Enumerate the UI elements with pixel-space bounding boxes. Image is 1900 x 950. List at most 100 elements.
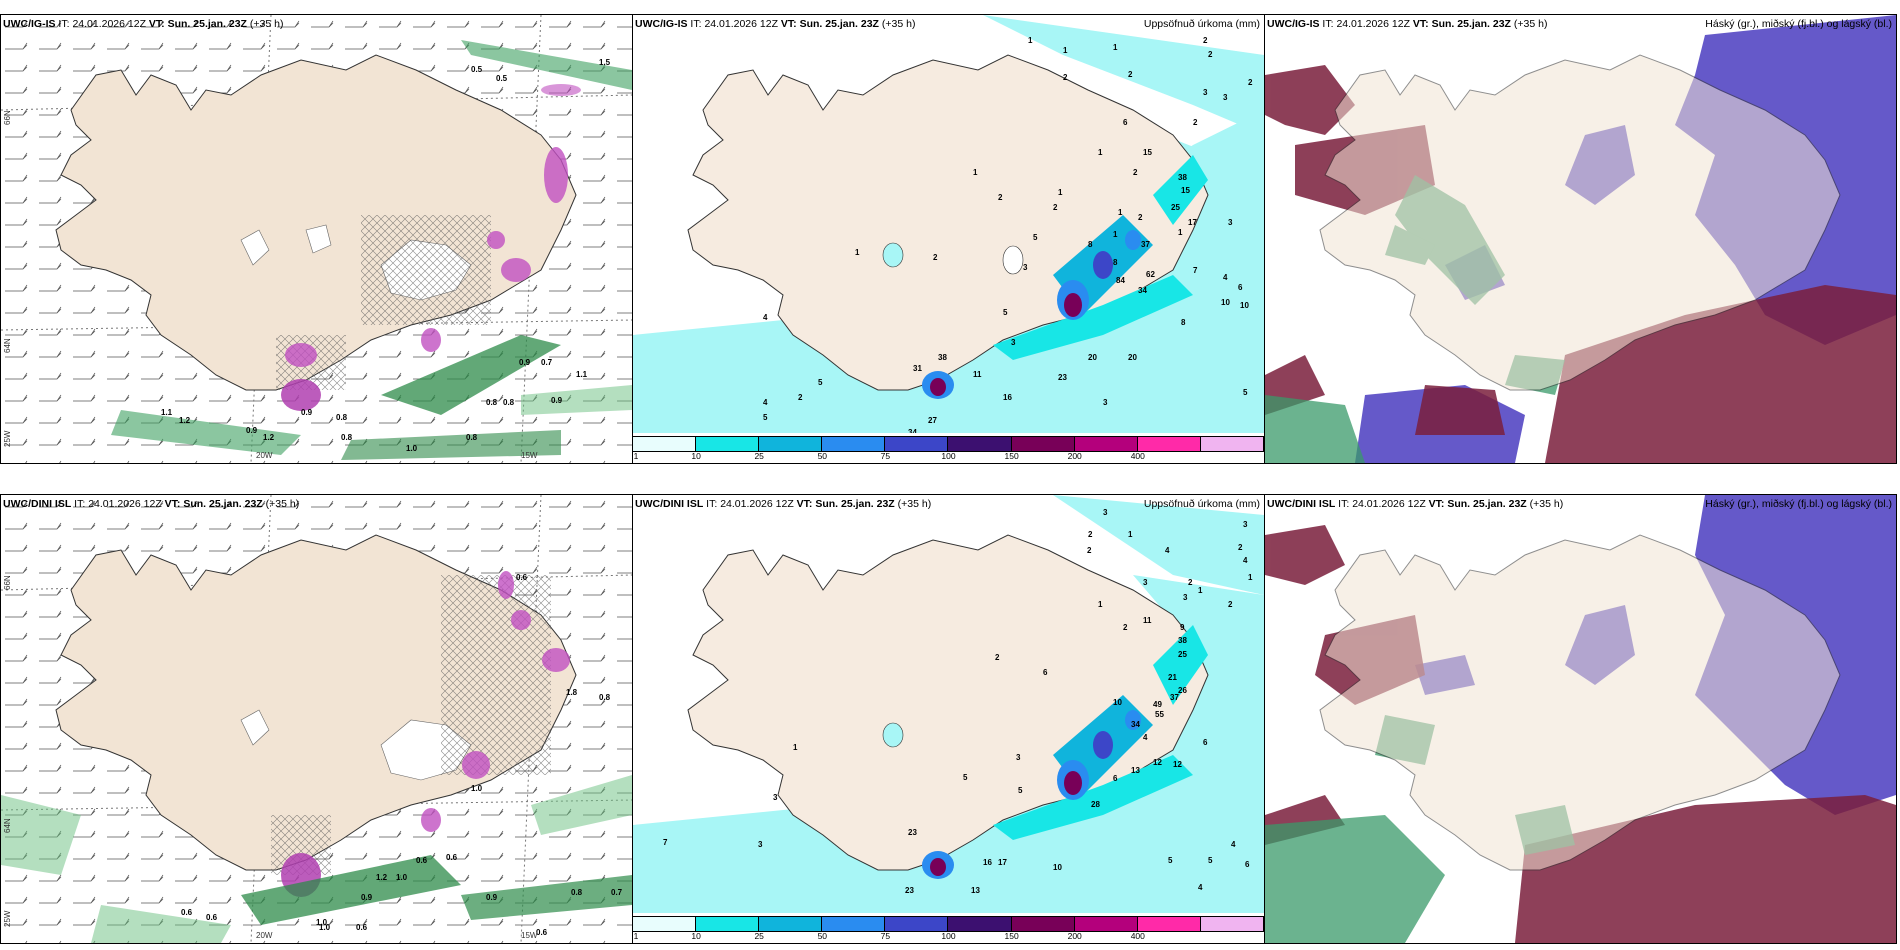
precip-value: 3 <box>1143 578 1148 587</box>
precip-value: 6 <box>1245 860 1250 869</box>
lat-label: 25W <box>3 430 12 447</box>
precip-value: 12 <box>1173 760 1182 769</box>
precip-value: 34 <box>1138 286 1147 295</box>
precip-value: 2 <box>1063 73 1068 82</box>
precip-value: 4 <box>1231 840 1236 849</box>
precip-value: 25 <box>1178 650 1187 659</box>
precip-value: 4 <box>1223 273 1228 282</box>
map-clouds-row1 <box>1265 15 1896 463</box>
panel-title: UWC/DINI ISL IT: 24.01.2026 12Z VT: Sun.… <box>1267 498 1564 510</box>
precip-value: 5 <box>1033 233 1038 242</box>
precip-value: 3 <box>1023 263 1028 272</box>
precip-value: 5 <box>1018 786 1023 795</box>
precip-value: 13 <box>971 886 980 895</box>
precip-value: 1 <box>855 248 860 257</box>
precip-value: 7 <box>663 838 668 847</box>
map-clouds-row2 <box>1265 495 1896 943</box>
wind-value: 0.6 <box>356 923 368 932</box>
precip-value: 2 <box>1133 168 1138 177</box>
legend-swatch <box>885 917 949 931</box>
precip-values: 3 2 1 3 4 2 2 2 3 4 2 1 1 11 2 9 2 38 25… <box>663 508 1253 895</box>
wind-value: 0.8 <box>599 693 611 702</box>
legend-label: 400 <box>1130 931 1145 941</box>
precip-value: 1 <box>1098 600 1103 609</box>
precip-value: 5 <box>963 773 968 782</box>
wind-value: 0.9 <box>486 893 498 902</box>
precip-value: 20 <box>1128 353 1137 362</box>
legend-swatch <box>822 437 886 451</box>
panel-title: UWC/IG-IS IT: 24.01.2026 12Z VT: Sun. 25… <box>635 18 916 30</box>
precip-value: 6 <box>1203 738 1208 747</box>
panel-wind-row1: 0.5 0.5 1.5 0.9 0.7 0.8 0.8 0.9 1.1 0.9 … <box>0 14 633 464</box>
precip-value: 2 <box>1088 530 1093 539</box>
wind-value: 1.2 <box>263 433 275 442</box>
precip-value: 49 <box>1153 700 1162 709</box>
legend-label: 75 <box>880 931 891 941</box>
panel-clouds-row1: UWC/IG-IS IT: 24.01.2026 12Z VT: Sun. 25… <box>1264 14 1897 464</box>
wind-value: 1.2 <box>376 873 388 882</box>
precip-value: 3 <box>1016 753 1021 762</box>
precip-heavy-cells <box>882 625 1208 879</box>
precip-value: 25 <box>1171 203 1180 212</box>
legend-label: 200 <box>1067 451 1082 461</box>
wind-value: 0.8 <box>571 888 583 897</box>
precip-value: 10 <box>1240 301 1249 310</box>
precip-value: 1 <box>1063 46 1068 55</box>
lat-label: 66N <box>3 110 12 125</box>
wind-value: 0.6 <box>206 913 218 922</box>
panel-title: UWC/DINI ISL IT: 24.01.2026 12Z VT: Sun.… <box>3 498 300 510</box>
precip-value: 2 <box>1053 203 1058 212</box>
lon-label: 20W <box>256 931 273 940</box>
precip-value: 13 <box>1131 766 1140 775</box>
precip-value: 1 <box>1028 36 1033 45</box>
precip-value: 31 <box>913 364 922 373</box>
glacier-hofsjokull <box>305 224 332 254</box>
precip-value: 1 <box>1113 230 1118 239</box>
precip-value: 10 <box>1113 698 1122 707</box>
precip-value: 38 <box>938 353 947 362</box>
legend-colorbar <box>633 916 1264 932</box>
precip-green-bands <box>1 775 632 943</box>
wind-value: 0.9 <box>551 396 563 405</box>
precip-value: 28 <box>1091 800 1100 809</box>
glacier-langjokull <box>240 229 270 266</box>
precip-value: 2 <box>1208 50 1213 59</box>
wind-value: 1.2 <box>179 416 191 425</box>
legend-label: 400 <box>1130 451 1145 461</box>
legend-swatch <box>1200 917 1264 931</box>
precip-value: 2 <box>1123 623 1128 632</box>
panel-precip-row2: 3 2 1 3 4 2 2 2 3 4 2 1 1 11 2 9 2 38 25… <box>632 494 1265 944</box>
wind-value-labels: 0.5 0.5 1.5 0.9 0.7 0.8 0.8 0.9 1.1 0.9 … <box>161 58 611 453</box>
panel-title: UWC/IG-IS IT: 24.01.2026 12Z VT: Sun. 25… <box>1267 18 1548 30</box>
precip-value: 2 <box>1087 546 1092 555</box>
legend-label: 25 <box>754 931 764 941</box>
map-wind-row1: 0.5 0.5 1.5 0.9 0.7 0.8 0.8 0.9 1.1 0.9 … <box>1 15 632 463</box>
legend-swatch <box>759 917 823 931</box>
precip-value: 3 <box>1243 520 1248 529</box>
precip-value: 38 <box>1178 173 1187 182</box>
precip-value: 1 <box>1128 530 1133 539</box>
precip-value: 17 <box>1188 218 1197 227</box>
precip-value: 5 <box>1168 856 1173 865</box>
panel-title: UWC/DINI ISL IT: 24.01.2026 12Z VT: Sun.… <box>635 498 932 510</box>
map-wind-row2: 0.6 1.8 1.0 0.6 0.6 1.0 0.9 1.2 1.0 0.6 … <box>1 495 632 943</box>
precip-value: 3 <box>1228 218 1233 227</box>
precip-value: 23 <box>905 886 914 895</box>
lat-label: 25W <box>3 910 12 927</box>
legend-swatch <box>948 437 1012 451</box>
wind-value: 0.7 <box>611 888 623 897</box>
precip-value: 2 <box>1228 600 1233 609</box>
legend-swatch <box>696 437 760 451</box>
wind-value: 0.6 <box>446 853 458 862</box>
panel-field-title: Háský (gr.), miðský (fj.bl.) og lágský (… <box>1705 498 1892 510</box>
precip-value: 1 <box>1178 228 1183 237</box>
precip-light-area <box>633 495 1264 913</box>
legend-swatch <box>885 437 949 451</box>
wind-value: 0.9 <box>301 408 313 417</box>
precip-value: 10 <box>1053 863 1062 872</box>
legend-swatch <box>948 917 1012 931</box>
map-precip-row1: 1 1 1 2 2 2 2 3 3 2 2 1 6 1 2 1 2 2 15 1… <box>633 15 1264 433</box>
wind-value: 0.9 <box>246 426 258 435</box>
wind-value: 0.7 <box>541 358 553 367</box>
precip-value: 2 <box>995 653 1000 662</box>
